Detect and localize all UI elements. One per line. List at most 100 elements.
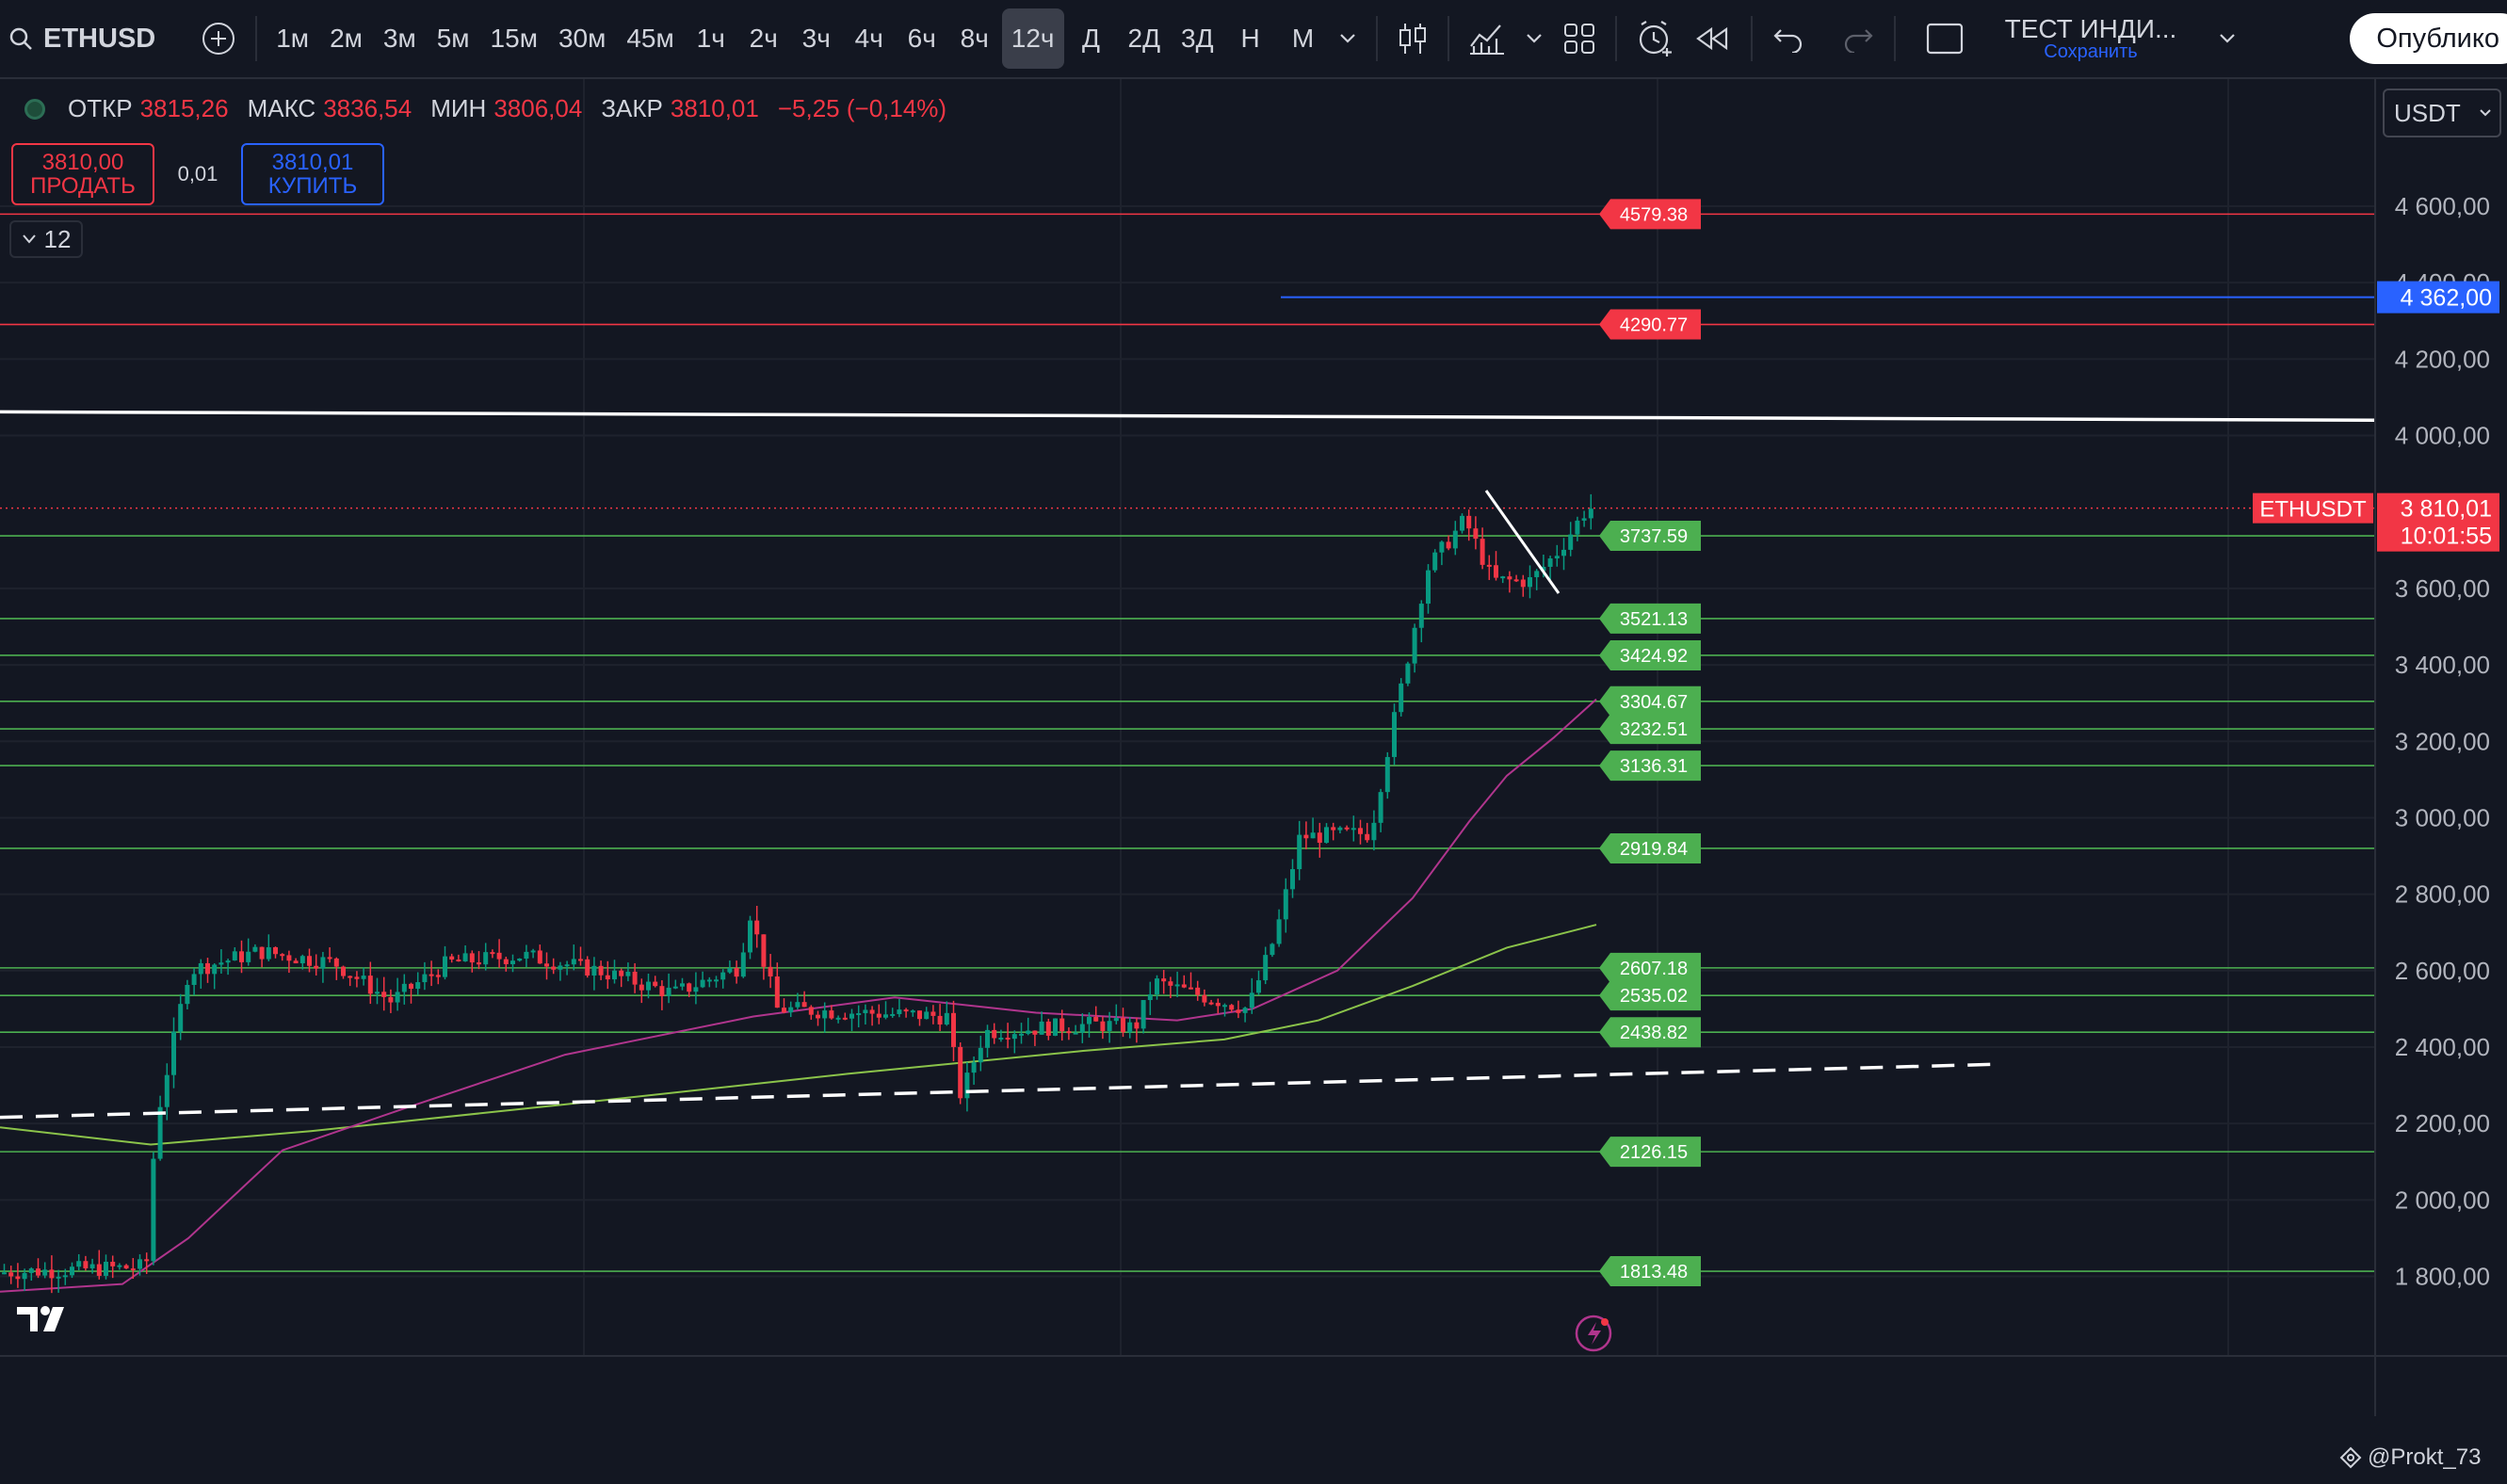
candles-icon[interactable]: [1387, 8, 1438, 69]
candle-body: [672, 986, 678, 989]
candle-body: [849, 1013, 854, 1019]
candle-body: [503, 959, 509, 964]
candle-body: [280, 954, 285, 957]
timeframe-dropdown-icon[interactable]: [1329, 8, 1367, 69]
candle-body: [598, 965, 604, 976]
timeframe-3[interactable]: 5м: [436, 24, 470, 53]
candle-body: [151, 1158, 156, 1262]
candle-body: [1439, 541, 1445, 553]
candle-body: [333, 958, 339, 967]
candle-body: [1378, 792, 1383, 823]
sell-button[interactable]: 3810,00 ПРОДАТЬ: [11, 143, 154, 205]
fullscreen-icon[interactable]: [1917, 8, 1973, 69]
market-status-icon[interactable]: [24, 98, 45, 120]
timeframe-14[interactable]: Д: [1082, 24, 1100, 53]
icon-ring: [1575, 1315, 1612, 1352]
green-level-badge-shape: [1599, 521, 1701, 552]
candle-body: [1283, 889, 1288, 920]
candle-body: [191, 974, 197, 985]
candle-body: [496, 952, 502, 960]
green-level-badge-label: 2535.02: [1620, 986, 1688, 1007]
price-axis-label: 2 200,00: [2395, 1109, 2490, 1137]
candle-body: [1005, 1038, 1011, 1040]
candle-body: [808, 1007, 814, 1015]
layout-dropdown-icon[interactable]: [2208, 8, 2246, 69]
candle-body: [1127, 1022, 1133, 1033]
candle-body: [998, 1038, 1004, 1040]
redo-icon[interactable]: [1832, 8, 1884, 69]
candle-body: [1242, 1008, 1248, 1013]
candle-body: [619, 970, 624, 976]
candle-body: [462, 953, 468, 961]
save-status[interactable]: Сохранить: [2044, 41, 2138, 63]
candle-body: [782, 1008, 786, 1013]
timeframe-5[interactable]: 30м: [558, 24, 607, 53]
indicators-dropdown-icon[interactable]: [1515, 8, 1553, 69]
timeframe-16[interactable]: 3Д: [1181, 24, 1214, 53]
timeframe-9[interactable]: 3ч: [801, 24, 831, 53]
replay-icon[interactable]: [1685, 8, 1741, 69]
candle-body: [937, 1015, 943, 1025]
candle-body: [578, 959, 583, 961]
candle-body: [1581, 518, 1587, 521]
timeframe-0[interactable]: 1м: [276, 24, 310, 53]
low-label: МИН: [430, 94, 487, 122]
timeframe-2[interactable]: 3м: [382, 24, 416, 53]
timeframe-15[interactable]: 2Д: [1127, 24, 1161, 53]
alert-clock-icon[interactable]: [1626, 8, 1685, 69]
undo-icon[interactable]: [1762, 8, 1815, 69]
price-axis-label: 3 600,00: [2395, 574, 2490, 603]
timeframe-8[interactable]: 2ч: [749, 24, 778, 53]
candle-body: [944, 1012, 949, 1025]
candle-body: [1113, 1018, 1119, 1022]
green-level-badge-shape: [1599, 1017, 1701, 1048]
add-symbol-icon[interactable]: [191, 8, 246, 69]
candle-body: [1534, 571, 1540, 577]
timeframe-18[interactable]: М: [1291, 24, 1315, 53]
candle-body: [361, 976, 366, 979]
candle-body: [1317, 832, 1322, 843]
candle-body: [761, 934, 767, 967]
candle-body: [1575, 520, 1580, 535]
indicators-toggle[interactable]: 12: [9, 220, 83, 258]
indicators-icon[interactable]: [1459, 8, 1515, 69]
green-level-badge: 3737.59: [1599, 521, 1701, 552]
buy-button[interactable]: 3810,01 КУПИТЬ: [241, 143, 384, 205]
candle-body: [246, 951, 251, 962]
candle-body: [524, 951, 529, 960]
timeframe-4[interactable]: 15м: [490, 24, 538, 53]
candle-body: [212, 964, 218, 975]
candle-body: [218, 962, 224, 965]
timeframe-11[interactable]: 6ч: [907, 24, 936, 53]
timeframe-10[interactable]: 4ч: [854, 24, 883, 53]
timeframe-17[interactable]: Н: [1240, 24, 1260, 53]
candle-body: [1263, 955, 1269, 981]
timeframe-6[interactable]: 45м: [626, 24, 674, 53]
symbol-name[interactable]: ETHUSD: [43, 23, 156, 54]
price-chart[interactable]: 4579.38 4290.77 3737.59 3521.13 3424.92 3304.…: [0, 79, 2507, 1416]
timeframe-13[interactable]: 12ч: [1001, 8, 1064, 69]
publish-button[interactable]: Опублико: [2350, 13, 2507, 64]
price-axis-label: 2 600,00: [2395, 957, 2490, 985]
candle-body: [653, 981, 658, 987]
candle-body: [1270, 944, 1275, 956]
candle-body: [1547, 558, 1553, 567]
candle-body: [1480, 539, 1485, 565]
candle-body: [591, 965, 597, 976]
top-toolbar: ETHUSD 1м 2м 3м 5м 15м 30м 45м 1ч 2ч 3ч 4ч 6ч 8ч 12ч Д…: [0, 0, 2507, 79]
search-icon[interactable]: [0, 8, 38, 69]
green-level-badge-shape: [1599, 1137, 1701, 1168]
currency-select[interactable]: USDT: [2383, 89, 2501, 137]
candle-body: [890, 1013, 896, 1016]
chart-area[interactable]: 4579.38 4290.77 3737.59 3521.13 3424.92 3304.…: [0, 79, 2507, 1416]
candle-body: [409, 983, 413, 990]
green-level-badge: 2607.18: [1599, 952, 1701, 983]
layout-grid-icon[interactable]: [1553, 8, 1606, 69]
candle-body: [632, 971, 638, 985]
timeframe-7[interactable]: 1ч: [696, 24, 725, 53]
timeframe-12[interactable]: 8ч: [960, 24, 989, 53]
indicator-count: 12: [43, 224, 72, 253]
green-level-badge: 2438.82: [1599, 1017, 1701, 1048]
timeframe-1[interactable]: 2м: [330, 24, 363, 53]
layout-name[interactable]: ТЕСТ ИНДИ... Сохранить: [1996, 8, 2187, 69]
